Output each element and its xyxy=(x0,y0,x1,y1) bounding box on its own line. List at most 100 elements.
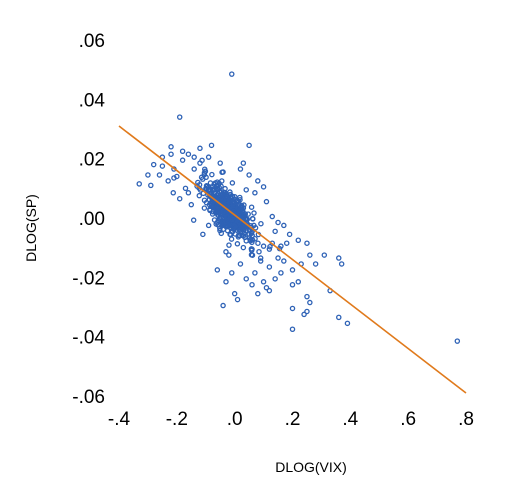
x-tick-label: .2 xyxy=(285,409,301,430)
data-point xyxy=(176,195,183,202)
data-point xyxy=(218,189,225,195)
y-tick-label: .04 xyxy=(79,90,106,111)
data-point xyxy=(168,144,174,150)
data-point xyxy=(229,71,235,77)
data-point xyxy=(214,209,221,216)
data-point xyxy=(240,208,246,215)
data-point xyxy=(255,240,261,246)
data-point xyxy=(234,241,241,247)
data-point xyxy=(179,148,186,154)
data-point xyxy=(209,186,216,193)
data-point xyxy=(226,242,232,248)
data-point xyxy=(289,267,296,273)
data-point xyxy=(217,160,223,166)
y-axis-ticks: .06 .04 .02 .00 -.02 -.04 -.06 xyxy=(72,31,105,408)
data-point xyxy=(283,240,290,246)
y-axis-title: DLOG(SP) xyxy=(23,194,39,262)
x-tick-label: -.2 xyxy=(166,409,188,430)
data-point xyxy=(250,216,256,222)
data-point xyxy=(179,157,186,163)
data-point xyxy=(321,252,328,258)
data-point xyxy=(255,290,261,297)
data-point xyxy=(260,279,267,285)
data-point xyxy=(176,114,183,120)
y-tick-label: .00 xyxy=(79,209,105,230)
data-point xyxy=(312,261,319,267)
data-point xyxy=(249,246,255,252)
data-point xyxy=(266,264,273,270)
data-point xyxy=(209,171,215,178)
x-tick-label: -.4 xyxy=(108,409,131,430)
data-point xyxy=(208,142,215,149)
data-point xyxy=(246,227,253,233)
data-point xyxy=(243,238,249,244)
data-point xyxy=(260,243,267,249)
data-point xyxy=(295,237,302,243)
y-tick-label: .06 xyxy=(79,31,105,52)
data-point xyxy=(217,225,223,232)
data-point xyxy=(226,252,232,258)
data-point xyxy=(281,222,287,229)
data-point xyxy=(217,215,223,222)
data-point xyxy=(191,166,197,172)
data-point xyxy=(185,190,192,196)
data-point xyxy=(182,185,189,192)
data-point xyxy=(240,224,247,231)
data-point xyxy=(289,281,296,288)
data-point xyxy=(230,219,237,225)
data-point xyxy=(213,221,219,227)
data-point xyxy=(304,308,310,315)
data-point xyxy=(209,189,215,196)
data-point xyxy=(304,293,310,300)
data-point xyxy=(223,279,229,285)
data-point xyxy=(220,219,226,226)
data-point xyxy=(218,230,225,237)
data-point xyxy=(206,196,213,203)
data-point xyxy=(286,231,293,238)
data-point xyxy=(257,258,264,264)
data-point xyxy=(168,151,174,157)
data-point xyxy=(223,249,229,255)
data-point xyxy=(344,320,351,327)
data-point xyxy=(205,154,212,160)
data-point xyxy=(209,203,215,210)
data-point xyxy=(240,244,247,251)
data-point xyxy=(249,281,255,288)
data-point xyxy=(201,166,208,172)
data-point xyxy=(148,182,154,189)
data-point xyxy=(228,236,235,242)
data-point xyxy=(237,261,244,267)
data-point xyxy=(214,183,220,190)
x-tick-label: .4 xyxy=(342,409,358,430)
data-point xyxy=(338,261,345,267)
data-point xyxy=(336,314,342,321)
regression-line xyxy=(118,125,467,394)
data-point xyxy=(236,218,242,225)
data-point xyxy=(258,220,264,227)
data-point xyxy=(231,290,238,297)
data-point xyxy=(263,284,270,291)
data-point xyxy=(207,180,214,186)
data-point xyxy=(200,231,206,238)
data-point xyxy=(229,180,236,186)
x-axis-title: DLOG(VIX) xyxy=(275,459,347,475)
data-point xyxy=(266,246,273,252)
x-axis-ticks: -.4 -.2 .0 .2 .4 .6 .8 xyxy=(108,409,474,430)
data-point xyxy=(278,270,284,276)
data-point xyxy=(251,210,257,216)
data-point xyxy=(246,172,252,178)
data-point xyxy=(252,270,258,276)
data-point xyxy=(235,203,242,209)
data-point xyxy=(190,217,197,223)
data-point xyxy=(196,192,203,199)
data-point xyxy=(260,184,267,190)
data-point xyxy=(185,151,192,157)
data-point xyxy=(229,270,235,276)
data-point xyxy=(336,255,342,261)
y-tick-label: -.04 xyxy=(72,328,105,349)
data-point xyxy=(234,296,241,303)
data-point xyxy=(246,142,252,149)
y-tick-label: -.06 xyxy=(72,387,105,408)
x-tick-label: .0 xyxy=(227,409,243,430)
data-point xyxy=(223,190,229,197)
